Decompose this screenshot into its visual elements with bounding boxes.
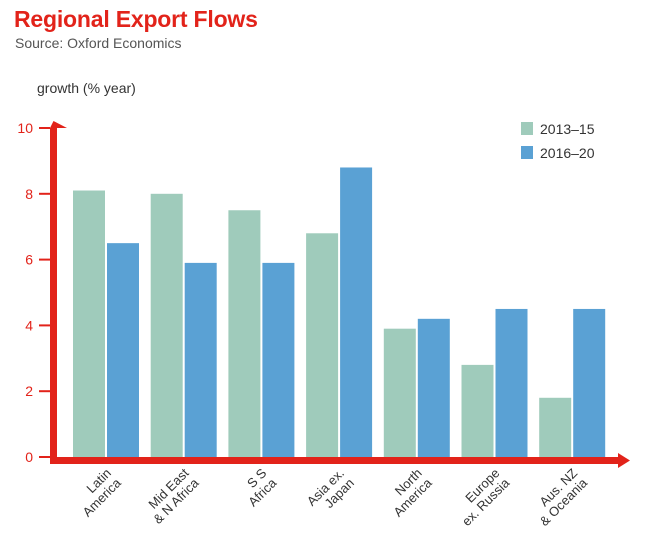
y-axis-ticks: 0 2 4 6 8 10: [17, 120, 50, 465]
y-axis-label: growth (% year): [37, 80, 136, 96]
x-axis-arrow: [618, 453, 630, 468]
y-tick-label: 6: [25, 252, 33, 268]
legend: 2013–15 2016–20: [521, 121, 595, 161]
legend-swatch: [521, 122, 533, 135]
bar-series2: [573, 308, 606, 457]
x-tick-label: Asia ex.Japan: [304, 465, 357, 511]
y-tick-label: 8: [25, 186, 33, 202]
chart-title: Regional Export Flows: [14, 6, 258, 32]
bar-series2: [340, 167, 373, 458]
bar-series2: [495, 308, 528, 457]
bar-series2: [184, 262, 217, 457]
bars: [73, 167, 606, 458]
y-axis-line: [50, 128, 57, 464]
bar-series1: [306, 233, 339, 457]
bar-series1: [228, 210, 261, 457]
bar-series1: [150, 193, 183, 458]
legend-label: 2013–15: [540, 121, 595, 137]
bar-series1: [73, 190, 105, 457]
y-tick-label: 0: [25, 449, 33, 465]
x-tick-label: Aus. NZ& Oceania: [536, 465, 590, 528]
bar-series2: [262, 262, 295, 457]
legend-label: 2016–20: [540, 145, 595, 161]
legend-swatch: [521, 146, 533, 159]
bar-series1: [461, 364, 494, 457]
y-tick-label: 10: [17, 120, 33, 136]
chart-source: Source: Oxford Economics: [15, 35, 182, 51]
bar-series1: [539, 397, 572, 457]
y-tick-label: 2: [25, 383, 33, 399]
axes: [50, 121, 630, 468]
bar-series2: [107, 243, 139, 457]
bar-series1: [383, 328, 416, 457]
x-tick-label: Mid East& N Africa: [145, 465, 202, 527]
bar-series2: [417, 318, 450, 457]
x-axis-line: [50, 457, 620, 464]
y-axis-arrow: [50, 121, 67, 128]
y-tick-label: 4: [25, 317, 33, 333]
